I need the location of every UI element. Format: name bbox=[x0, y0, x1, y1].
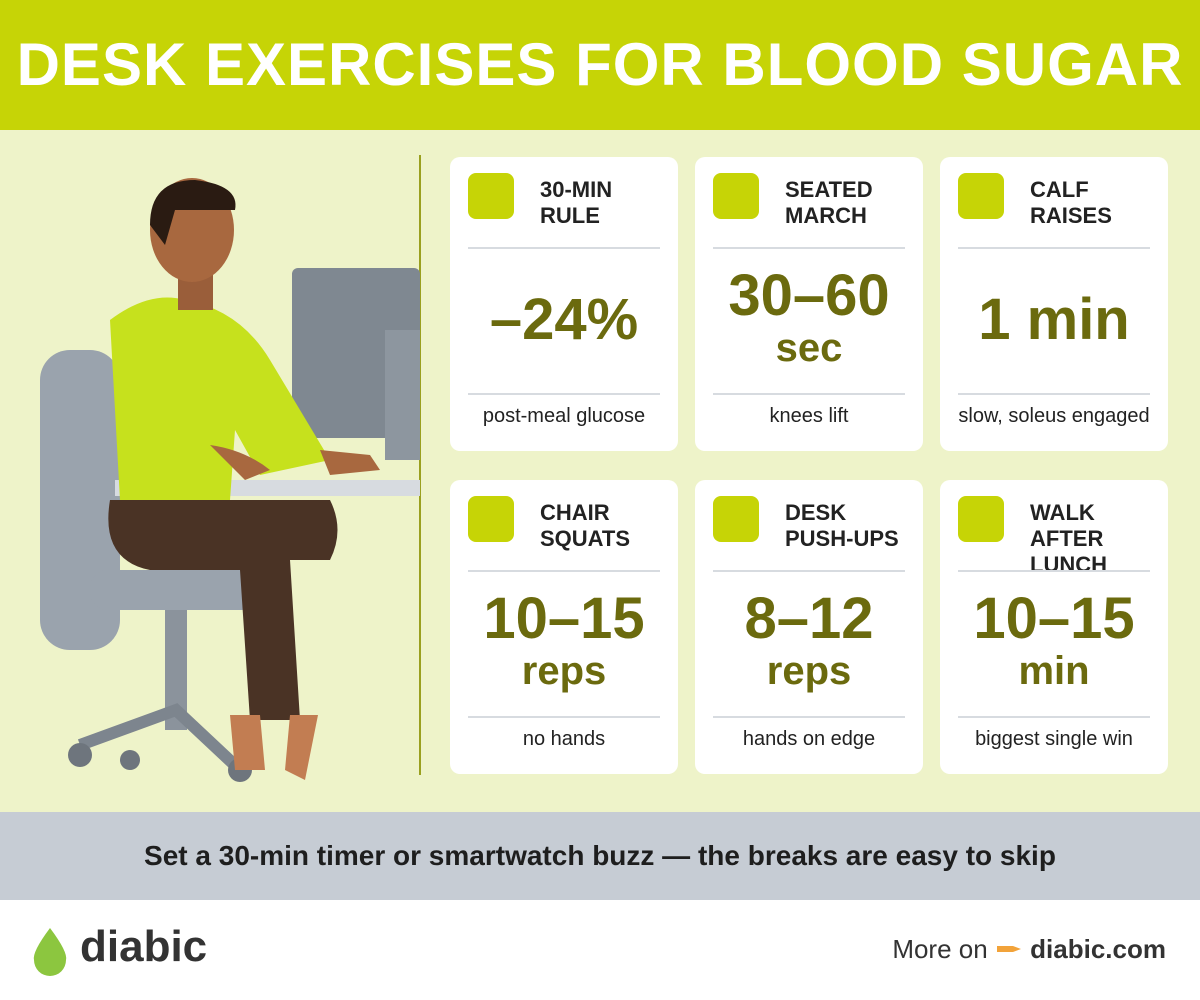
value-line: sec bbox=[775, 326, 843, 370]
card-title: DESK PUSH-UPS bbox=[785, 500, 899, 552]
value-line: reps bbox=[521, 649, 607, 693]
card-icon bbox=[713, 173, 759, 219]
title-line: WALK AFTER bbox=[1030, 500, 1104, 551]
card: SEATED MARCH 30–60 sec knees lift bbox=[695, 157, 923, 451]
title-line: DESK bbox=[785, 500, 847, 525]
card-value: 8–12 reps bbox=[695, 572, 923, 714]
more-text: More on bbox=[892, 934, 988, 964]
title-line: RULE bbox=[540, 203, 600, 228]
card-icon bbox=[468, 496, 514, 542]
value-line: min bbox=[1018, 649, 1090, 693]
card-caption: no hands bbox=[522, 728, 606, 750]
card-title: CALF RAISES bbox=[1030, 177, 1112, 229]
card-caption: hands on edge bbox=[742, 728, 876, 750]
card-title: CHAIR SQUATS bbox=[540, 500, 630, 552]
card: CALF RAISES 1 min slow, soleus engaged bbox=[940, 157, 1168, 451]
more-link[interactable]: More on diabic.com bbox=[892, 934, 1166, 965]
card-caption: slow, soleus engaged bbox=[958, 405, 1150, 427]
logo-drop bbox=[33, 928, 67, 976]
card-icon bbox=[468, 173, 514, 219]
card-caption: post-meal glucose bbox=[482, 405, 646, 427]
divider bbox=[713, 570, 905, 572]
divider bbox=[468, 570, 660, 572]
divider bbox=[958, 716, 1150, 718]
title-line: RAISES bbox=[1030, 203, 1112, 228]
card-icon bbox=[958, 496, 1004, 542]
value-line: 1 min bbox=[978, 287, 1130, 352]
card-title: SEATED MARCH bbox=[785, 177, 873, 229]
tip-banner: Set a 30-min timer or smartwatch buzz — … bbox=[0, 812, 1200, 900]
title: DESK EXERCISES FOR BLOOD SUGAR bbox=[0, 0, 1200, 130]
divider bbox=[958, 393, 1150, 395]
value-line: 10–15 bbox=[973, 586, 1135, 651]
link[interactable]: diabic.com bbox=[1030, 934, 1166, 964]
divider bbox=[468, 393, 660, 395]
card-title: WALK AFTER LUNCH bbox=[1030, 500, 1168, 578]
card: WALK AFTER LUNCH 10–15 min biggest single wi… bbox=[940, 480, 1168, 774]
title-line: 30-MIN bbox=[540, 177, 613, 202]
value-line: –24% bbox=[489, 287, 639, 352]
card-caption: knees lift bbox=[769, 405, 849, 427]
card-value: –24% bbox=[450, 249, 678, 391]
divider bbox=[713, 716, 905, 718]
value-line: 8–12 bbox=[744, 586, 874, 651]
card: 30-MIN RULE –24% post-meal glucose bbox=[450, 157, 678, 451]
value-line: reps bbox=[766, 649, 852, 693]
footer: diabic More on diabic.com bbox=[0, 900, 1200, 1000]
card-icon bbox=[958, 173, 1004, 219]
title-line: SQUATS bbox=[540, 526, 631, 551]
card-icon bbox=[713, 496, 759, 542]
pointer-icon bbox=[996, 946, 1021, 952]
value-line: 10–15 bbox=[483, 586, 645, 651]
title-line: CHAIR bbox=[540, 500, 610, 525]
title-line: CALF bbox=[1030, 177, 1089, 202]
title-line: LUNCH bbox=[1030, 552, 1107, 577]
brand: diabic bbox=[80, 922, 208, 971]
card-value: 10–15 reps bbox=[450, 572, 678, 714]
title-line: PUSH-UPS bbox=[785, 526, 899, 551]
card: CHAIR SQUATS 10–15 reps no hands bbox=[450, 480, 678, 774]
card-caption: biggest single win bbox=[975, 728, 1133, 750]
card-value: 30–60 sec bbox=[695, 249, 923, 391]
divider bbox=[468, 247, 660, 249]
illustration bbox=[40, 155, 421, 782]
divider bbox=[713, 247, 905, 249]
divider bbox=[468, 716, 660, 718]
card-title: 30-MIN RULE bbox=[540, 177, 612, 229]
title-line: SEATED bbox=[785, 177, 873, 202]
card: DESK PUSH-UPS 8–12 reps hands on edge bbox=[695, 480, 923, 774]
divider bbox=[713, 393, 905, 395]
card-value: 10–15 min bbox=[940, 572, 1168, 714]
divider bbox=[958, 247, 1150, 249]
divider bbox=[958, 570, 1150, 572]
card-value: 1 min bbox=[940, 249, 1168, 391]
title-line: MARCH bbox=[785, 203, 867, 228]
value-line: 30–60 bbox=[728, 263, 890, 328]
